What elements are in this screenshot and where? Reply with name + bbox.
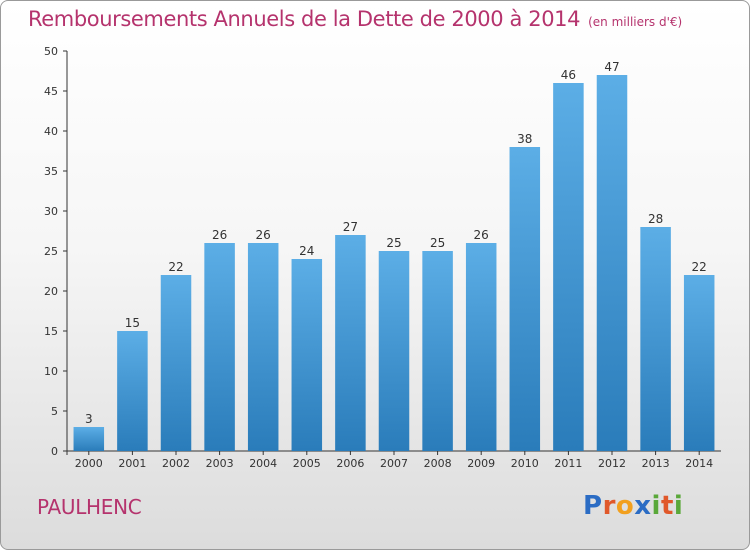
bar-series: 3 15 22 26 26 24 27 25 25 26 38 46 47 28 22 (73, 60, 715, 451)
x-tick-label: 2013 (642, 457, 670, 470)
chart-title: Remboursements Annuels de la Dette de 20… (28, 7, 682, 31)
y-axis: 0 5 10 15 20 25 30 35 40 45 50 (44, 45, 68, 458)
logo-letter: P (583, 491, 603, 521)
x-tick-label: 2010 (511, 457, 539, 470)
bar-value-label: 27 (343, 220, 358, 234)
x-tick-label: 2005 (293, 457, 321, 470)
y-tick-label: 0 (51, 445, 58, 458)
bar (422, 251, 453, 451)
bar (204, 243, 235, 451)
bar (553, 83, 584, 451)
bar-value-label: 28 (648, 212, 663, 226)
chart-unit: (en milliers d'€) (588, 15, 683, 29)
bar-value-label: 25 (386, 236, 401, 250)
bar (247, 243, 279, 451)
y-tick-label: 15 (44, 325, 58, 338)
x-tick-label: 2004 (249, 457, 277, 470)
bar-value-label: 22 (168, 260, 183, 274)
x-tick-label: 2000 (75, 457, 103, 470)
bar (640, 227, 671, 451)
x-tick-label: 2008 (424, 457, 452, 470)
bar-value-label: 3 (85, 412, 93, 426)
y-tick-label: 45 (44, 85, 58, 98)
bar-value-label: 26 (256, 228, 271, 242)
y-tick-label: 50 (44, 45, 58, 58)
bar-value-label: 26 (212, 228, 227, 242)
bar (596, 75, 628, 451)
y-tick-label: 5 (51, 405, 58, 418)
x-tick-label: 2006 (336, 457, 364, 470)
bar-value-label: 38 (517, 132, 532, 146)
logo-letter: r (602, 491, 616, 521)
x-tick-label: 2002 (162, 457, 190, 470)
bar (291, 259, 323, 451)
bar-value-label: 26 (474, 228, 489, 242)
x-tick-label: 2012 (598, 457, 626, 470)
y-tick-label: 40 (44, 125, 58, 138)
bar-value-label: 22 (692, 260, 707, 274)
x-tick-label: 2003 (206, 457, 234, 470)
bar (117, 331, 148, 451)
x-tick-label: 2001 (118, 457, 146, 470)
commune-name: PAULHENC (37, 495, 142, 519)
bar-value-label: 24 (299, 244, 314, 258)
logo-letter: i (651, 491, 661, 521)
bar-value-label: 46 (561, 68, 576, 82)
x-tick-label: 2009 (467, 457, 495, 470)
bar (509, 147, 541, 451)
x-tick-label: 2014 (685, 457, 713, 470)
logo-letter: x (634, 491, 652, 521)
bar (73, 427, 105, 451)
bar (683, 275, 715, 451)
logo-letter: o (615, 491, 635, 521)
bar (465, 243, 497, 451)
bar (160, 275, 192, 451)
y-tick-label: 35 (44, 165, 58, 178)
y-tick-label: 20 (44, 285, 58, 298)
x-axis: 2000 2001 2002 2003 2004 2005 2006 2007 2008 2009… (67, 450, 721, 470)
y-tick-label: 30 (44, 205, 58, 218)
bar-value-label: 15 (125, 316, 140, 330)
logo-letter: i (673, 491, 684, 521)
bar (335, 235, 366, 451)
x-tick-label: 2011 (554, 457, 582, 470)
bar-value-label: 25 (430, 236, 445, 250)
y-tick-label: 10 (44, 365, 58, 378)
bar-value-label: 47 (604, 60, 619, 74)
bar (378, 251, 410, 451)
chart-title-text: Remboursements Annuels de la Dette de 20… (28, 7, 581, 31)
logo-letter: t (660, 491, 674, 521)
y-tick-label: 25 (44, 245, 58, 258)
proxiti-logo: Proxiti (583, 491, 683, 521)
x-tick-label: 2007 (380, 457, 408, 470)
